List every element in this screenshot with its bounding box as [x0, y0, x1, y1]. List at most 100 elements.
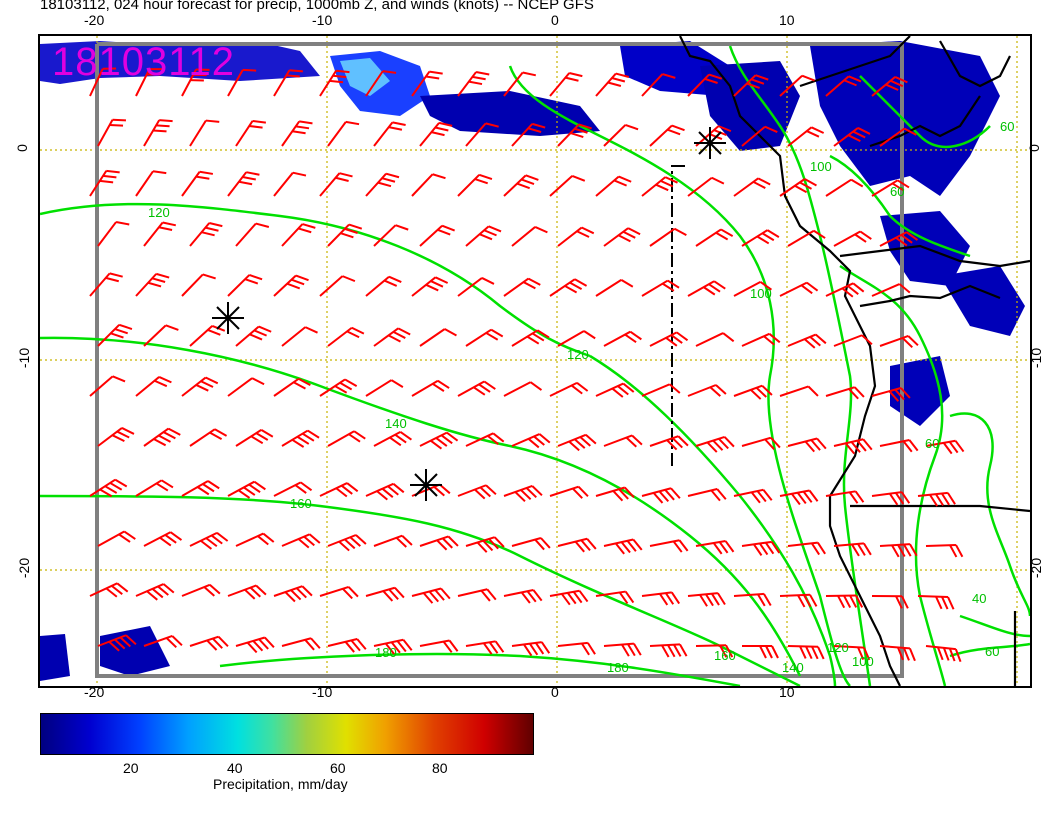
- wind-barb: [227, 480, 266, 499]
- wind-barb: [925, 439, 965, 455]
- wind-barb: [687, 73, 723, 97]
- wind-barb: [89, 169, 120, 197]
- wind-barb: [419, 328, 457, 347]
- wind-barb: [557, 433, 597, 452]
- wind-barb: [181, 583, 221, 597]
- wind-barb: [879, 335, 919, 349]
- wind-barb: [649, 124, 685, 147]
- contour-label: 180: [375, 645, 397, 660]
- wind-barb: [787, 541, 826, 556]
- wind-barb: [457, 173, 493, 197]
- wind-barb: [457, 588, 497, 602]
- marker-3: [694, 127, 726, 159]
- wind-barb: [235, 532, 275, 547]
- wind-barb: [549, 589, 589, 606]
- wind-barb: [89, 375, 126, 397]
- wind-barb: [511, 122, 546, 147]
- wind-barb: [549, 278, 588, 297]
- wind-barb: [825, 594, 864, 609]
- wind-barb: [779, 74, 816, 97]
- wind-barb: [687, 280, 726, 297]
- wind-barb: [465, 328, 504, 347]
- wind-barb: [741, 125, 778, 147]
- wind-barb: [511, 641, 551, 657]
- wind-barb: [273, 585, 313, 603]
- wind-barb: [327, 534, 367, 552]
- wind-barb: [787, 229, 826, 247]
- wind-barb: [327, 223, 363, 247]
- wind-barb: [181, 273, 216, 297]
- wind-barb: [511, 226, 548, 247]
- wind-barb: [603, 330, 642, 347]
- wind-barb: [143, 221, 177, 247]
- trough-line: [671, 165, 685, 466]
- wind-barb: [143, 427, 181, 447]
- wind-barb: [779, 281, 819, 297]
- colorbar-label: Precipitation, mm/day: [213, 776, 348, 792]
- wind-barb: [411, 173, 446, 197]
- wind-barb: [97, 221, 130, 247]
- wind-barb: [373, 431, 412, 447]
- wind-barb: [411, 70, 443, 97]
- wind-barb: [695, 540, 735, 555]
- wind-barb: [319, 172, 353, 197]
- wind-barb: [595, 382, 635, 398]
- wind-barb: [373, 327, 411, 347]
- wind-barb: [733, 592, 772, 607]
- wind-barb: [235, 222, 270, 247]
- wind-barb: [787, 126, 825, 147]
- wind-barb: [227, 377, 265, 397]
- wind-barb: [97, 427, 135, 447]
- wind-barb: [779, 593, 818, 608]
- wind-barb: [779, 178, 817, 197]
- wind-barb: [641, 383, 681, 397]
- wind-barb: [825, 282, 865, 298]
- wind-barb: [411, 276, 449, 297]
- wind-barb: [603, 227, 641, 247]
- wind-barb: [135, 583, 175, 601]
- wind-barb: [925, 645, 962, 663]
- wind-barb: [465, 225, 502, 247]
- contour-label: 120: [827, 640, 849, 655]
- wind-barb: [833, 542, 872, 557]
- wind-barb: [549, 174, 586, 197]
- wind-barb: [649, 435, 689, 451]
- wind-barb: [649, 227, 687, 247]
- wind-barb: [273, 69, 303, 97]
- wind-barb: [649, 643, 688, 658]
- wind-barb: [603, 538, 643, 555]
- wind-barb: [281, 326, 318, 347]
- wind-barb: [227, 171, 260, 197]
- contour-label: 60: [1000, 119, 1014, 134]
- wind-barb: [189, 531, 229, 550]
- wind-barb: [143, 531, 183, 547]
- wind-barb: [825, 490, 865, 504]
- map-canvas: 120 120 140 160 180 180 160 140 120 100 …: [40, 36, 1030, 686]
- contour-label: 60: [890, 184, 904, 199]
- wind-barb: [833, 645, 871, 661]
- wind-barbs: [89, 67, 965, 663]
- lat-tick-right: 0: [1025, 144, 1042, 152]
- wind-barb: [457, 484, 497, 500]
- wind-barb: [181, 376, 219, 397]
- wind-barb: [135, 170, 167, 197]
- domain-box: [95, 42, 904, 678]
- storm-markers: [212, 127, 726, 501]
- contour-label: 140: [782, 660, 804, 675]
- wind-barb: [189, 428, 228, 447]
- wind-barb: [879, 439, 919, 453]
- wind-barb: [365, 379, 404, 397]
- wind-barb: [319, 378, 358, 397]
- wind-barb: [733, 74, 769, 97]
- contour-label: 100: [750, 286, 772, 301]
- wind-barb: [641, 279, 680, 297]
- wind-barb: [687, 384, 727, 397]
- wind-barb: [833, 127, 871, 147]
- wind-barb: [879, 127, 917, 147]
- wind-barb: [89, 67, 117, 97]
- wind-barb: [871, 76, 908, 97]
- wind-barb: [879, 543, 918, 558]
- contour-label: 120: [148, 205, 170, 220]
- marker-1: [212, 302, 244, 334]
- wind-barb: [319, 69, 350, 97]
